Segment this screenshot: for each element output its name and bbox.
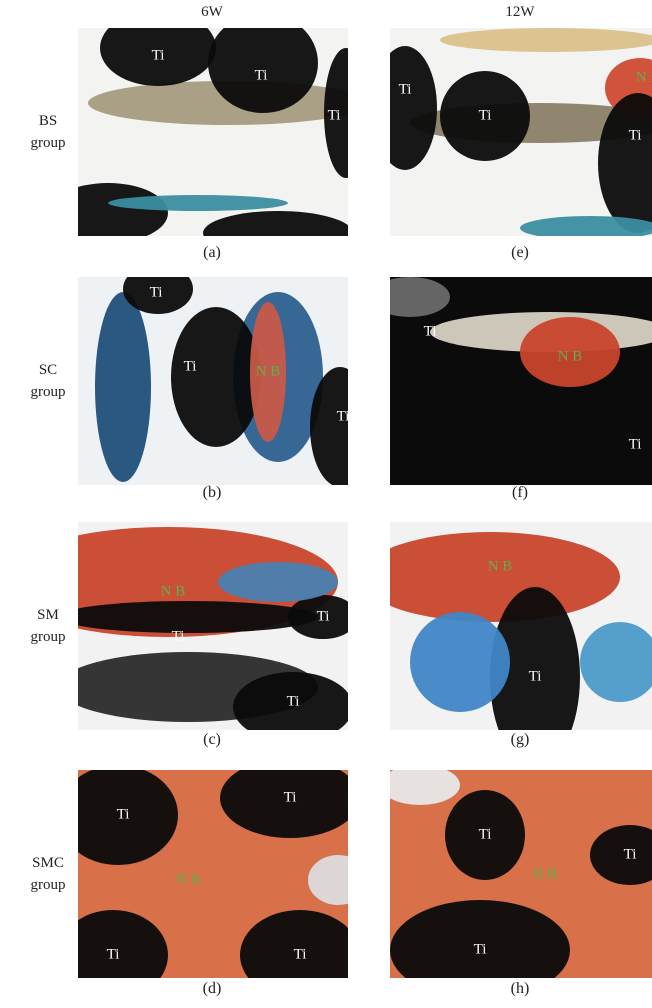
histology-panel: Ti Ti N B Ti Ti xyxy=(78,770,348,978)
region-label: N B xyxy=(533,866,558,882)
tissue-region xyxy=(171,307,261,447)
tissue-region xyxy=(108,195,288,211)
region-label: N B xyxy=(636,69,652,85)
region-label: Ti xyxy=(287,693,300,709)
row-label: SC group xyxy=(20,359,76,403)
region-label: Ti xyxy=(479,826,492,842)
region-label: Ti xyxy=(424,323,437,339)
figure: 6W 12W BS group Ti Ti Ti (a) Ti Ti Ti N B (e) SC gro… xyxy=(0,0,652,1008)
region-label: Ti xyxy=(529,668,542,684)
histology-image: Ti N B Ti xyxy=(390,277,652,485)
region-label: Ti xyxy=(399,81,412,97)
region-label: Ti xyxy=(474,941,487,957)
histology-image: Ti Ti Ti xyxy=(78,28,348,236)
region-label: Ti xyxy=(172,628,185,644)
region-label: Ti xyxy=(255,67,268,83)
panel-caption: (b) xyxy=(182,484,242,502)
histology-image: Ti Ti Ti N B xyxy=(390,28,652,236)
histology-panel: N B Ti Ti Ti xyxy=(78,522,348,730)
column-header: 6W xyxy=(172,4,252,21)
region-label: Ti xyxy=(150,284,163,300)
panel-caption: (e) xyxy=(490,244,550,262)
region-label: Ti xyxy=(294,946,307,962)
region-label: N B xyxy=(161,583,186,599)
histology-image: Ti Ti N B Ti xyxy=(390,770,652,978)
histology-image: N B Ti xyxy=(390,522,652,730)
histology-panel: N B Ti xyxy=(390,522,652,730)
tissue-region xyxy=(218,562,338,602)
region-label: Ti xyxy=(184,358,197,374)
column-header: 12W xyxy=(480,4,560,21)
region-label: N B xyxy=(176,871,201,887)
panel-caption: (f) xyxy=(490,484,550,502)
tissue-region xyxy=(440,28,652,52)
region-label: Ti xyxy=(624,846,637,862)
region-label: Ti xyxy=(117,806,130,822)
region-label: Ti xyxy=(152,47,165,63)
region-label: Ti xyxy=(107,946,120,962)
region-label: Ti xyxy=(629,127,642,143)
row-label: SM group xyxy=(20,604,76,648)
histology-panel: Ti Ti Ti N B xyxy=(78,277,348,485)
panel-caption: (c) xyxy=(182,731,242,749)
histology-image: Ti Ti N B Ti Ti xyxy=(78,770,348,978)
histology-panel: Ti Ti Ti xyxy=(78,28,348,236)
region-label: Ti xyxy=(317,608,330,624)
panel-caption: (g) xyxy=(490,731,550,749)
region-label: N B xyxy=(488,558,513,574)
histology-panel: Ti N B Ti xyxy=(390,277,652,485)
panel-caption: (d) xyxy=(182,980,242,998)
histology-image: Ti Ti Ti N B xyxy=(78,277,348,485)
histology-panel: Ti Ti Ti N B xyxy=(390,28,652,236)
region-label: N B xyxy=(256,363,281,379)
tissue-region xyxy=(410,612,510,712)
region-label: N B xyxy=(558,348,583,364)
row-label: SMC group xyxy=(20,852,76,896)
panel-caption: (a) xyxy=(182,244,242,262)
tissue-region xyxy=(95,292,151,482)
region-label: Ti xyxy=(337,408,348,424)
region-label: Ti xyxy=(479,107,492,123)
row-label: BS group xyxy=(20,110,76,154)
histology-image: N B Ti Ti Ti xyxy=(78,522,348,730)
region-label: Ti xyxy=(284,789,297,805)
panel-caption: (h) xyxy=(490,980,550,998)
region-label: Ti xyxy=(629,436,642,452)
histology-panel: Ti Ti N B Ti xyxy=(390,770,652,978)
region-label: Ti xyxy=(328,107,341,123)
